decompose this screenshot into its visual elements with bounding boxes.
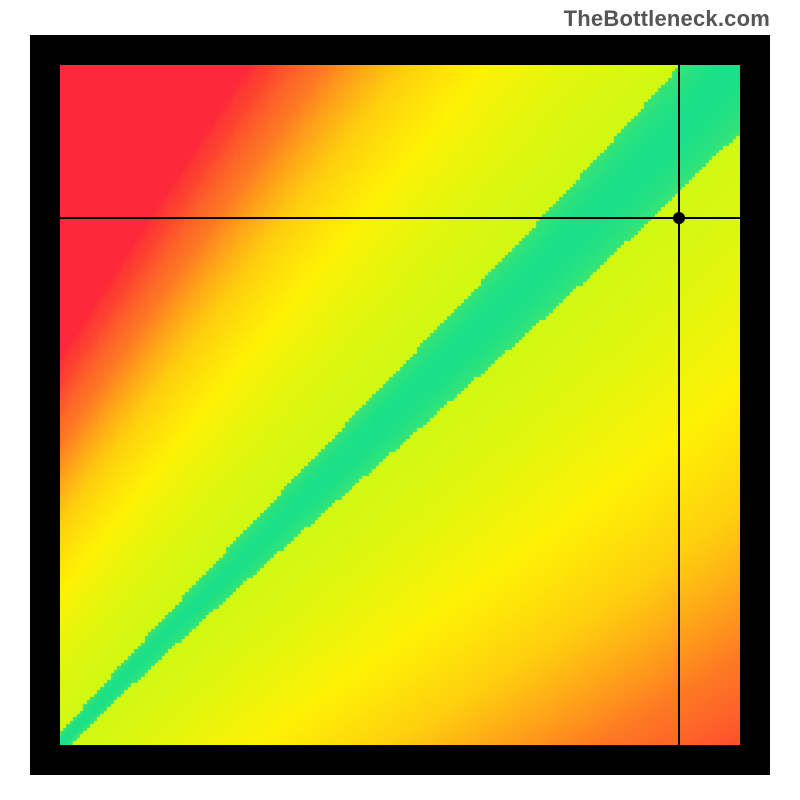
bottleneck-heatmap [60,65,740,745]
watermark-text: TheBottleneck.com [564,6,770,32]
crosshair-horizontal [60,217,740,219]
crosshair-vertical [678,65,680,745]
plot-area [60,65,740,745]
container: TheBottleneck.com [0,0,800,800]
